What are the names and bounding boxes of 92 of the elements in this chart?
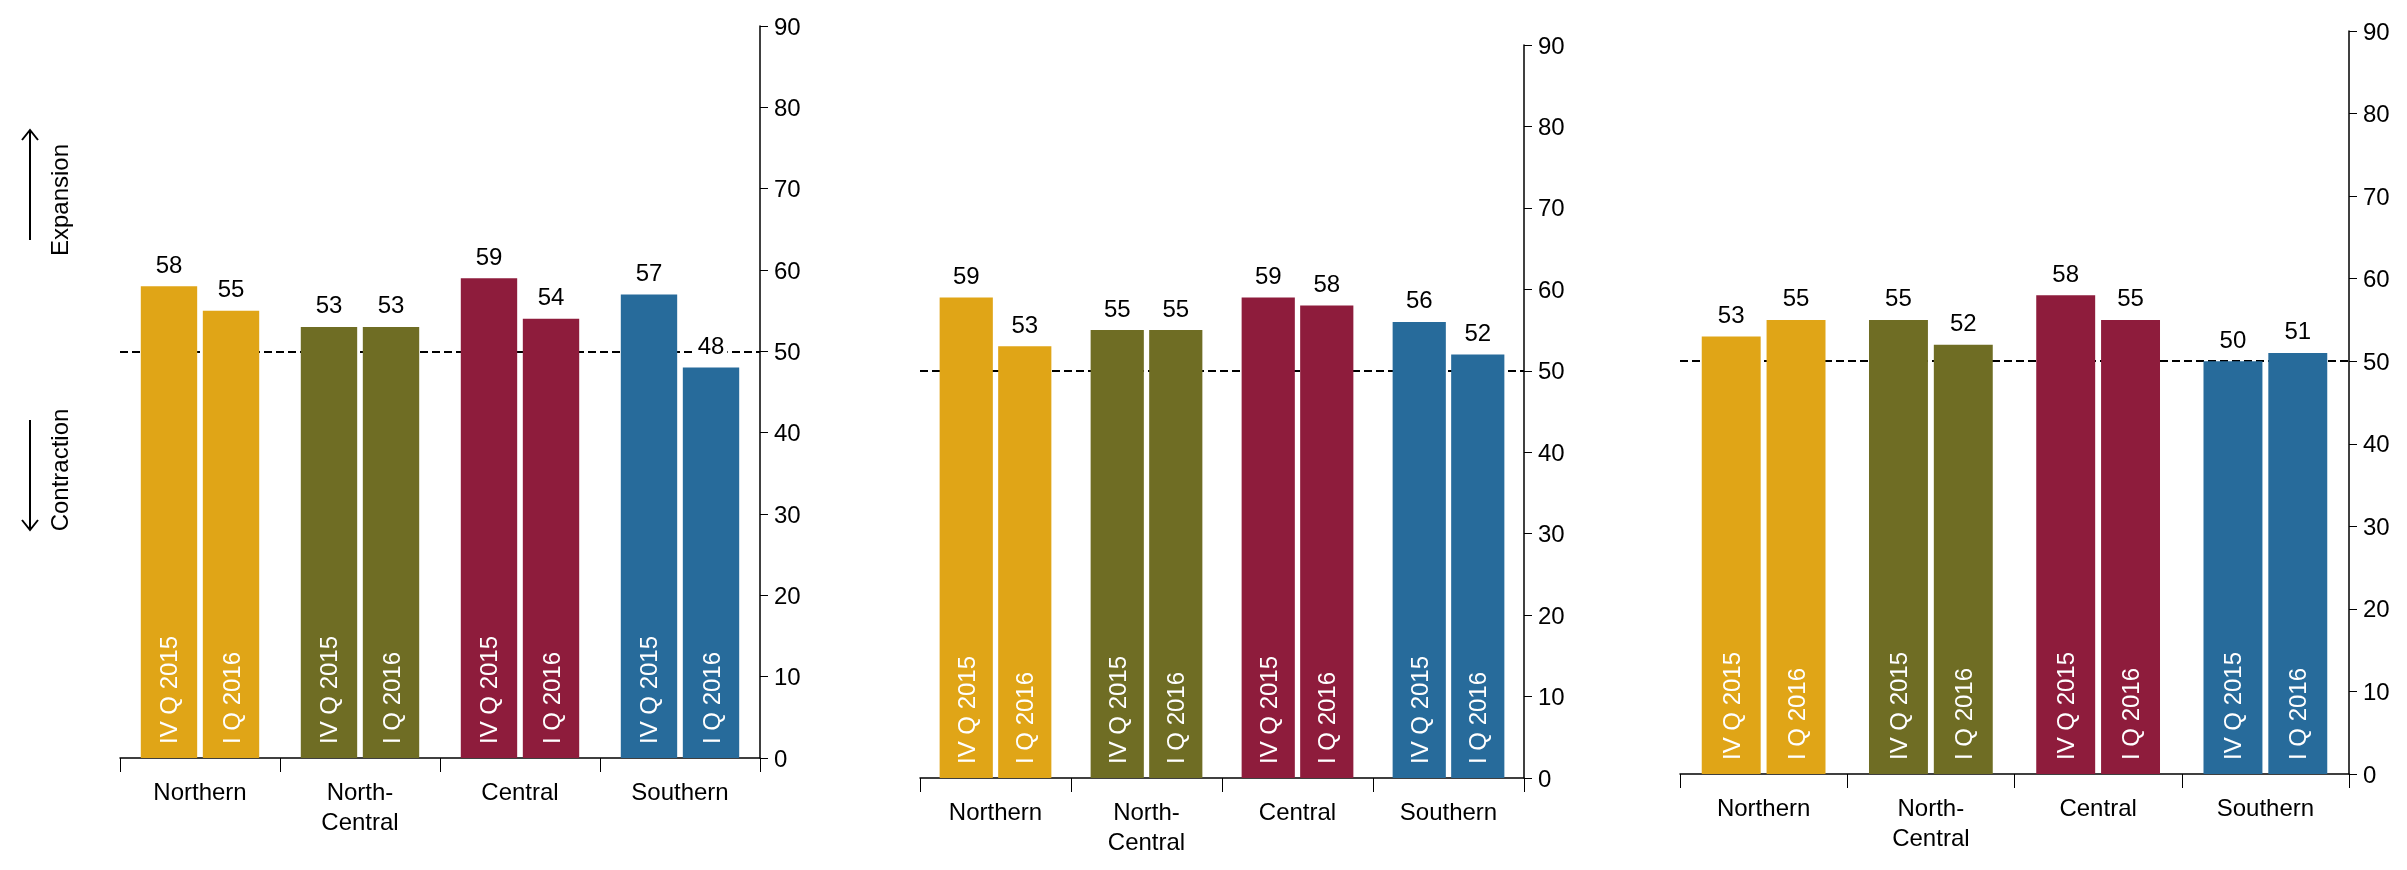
series-label: IV Q 2015: [155, 635, 183, 744]
data-label: 59: [952, 261, 980, 289]
data-label: 54: [537, 283, 565, 311]
y-tick-label: 0: [2363, 760, 2377, 788]
series-label: IV Q 2015: [1717, 651, 1745, 760]
y-tick-label: 70: [2363, 182, 2390, 210]
data-label: 53: [377, 291, 405, 319]
data-label: 59: [1254, 261, 1282, 289]
x-tick-label: Southern: [2216, 793, 2315, 821]
x-tick-label: Northern: [948, 797, 1043, 825]
x-tick-label: Central: [481, 777, 559, 805]
y-tick-label: 50: [1538, 357, 1565, 385]
y-tick-label: 0: [774, 744, 788, 772]
y-tick-label: 90: [2363, 17, 2390, 45]
text: I Q 2016: [1949, 667, 1977, 760]
data-label: 55: [1885, 284, 1912, 312]
y-tick-label: 30: [774, 500, 801, 528]
y-tick-label: 40: [774, 419, 801, 447]
y-tick-label: 80: [774, 93, 801, 121]
data-label: 58: [155, 250, 183, 278]
text: IV Q 2015: [315, 635, 343, 744]
data-label: 55: [2117, 284, 2144, 312]
series-label: I Q 2016: [217, 651, 245, 744]
data-label: 50: [2219, 325, 2247, 353]
x-tick-label: North- Central: [1107, 797, 1186, 855]
text: I Q 2016: [697, 651, 725, 744]
y-tick-label: 50: [2363, 347, 2390, 375]
series-label: I Q 2016: [1782, 667, 1810, 760]
text: I Q 2016: [1313, 671, 1341, 764]
text: I Q 2016: [2284, 667, 2312, 760]
x-tick-label: Southern: [1399, 797, 1498, 825]
data-label: 58: [2052, 259, 2080, 287]
x-tick-label: North- Central: [1892, 793, 1970, 851]
y-tick-label: 20: [2363, 595, 2390, 623]
series-label: IV Q 2015: [1103, 655, 1131, 764]
text: IV Q 2015: [952, 655, 980, 764]
x-tick-label: Central: [1258, 797, 1337, 825]
y-tick-label: 30: [2363, 512, 2390, 540]
text: IV Q 2015: [475, 635, 503, 744]
y-tick-label: 10: [2363, 677, 2390, 705]
text: Contraction: [45, 408, 74, 532]
data-label: 53: [1717, 300, 1745, 328]
data-label: 53: [315, 291, 343, 319]
text: IV Q 2015: [1884, 651, 1912, 760]
text: I Q 2016: [1464, 671, 1492, 764]
y-tick-label: 70: [774, 175, 801, 203]
y-tick-label: 40: [2363, 430, 2390, 458]
y-tick-label: 10: [774, 663, 801, 691]
data-label: 52: [1464, 318, 1492, 346]
x-tick-label: Southern: [631, 777, 729, 805]
y-tick-label: 90: [774, 12, 801, 40]
text: I Q 2016: [2117, 667, 2145, 760]
x-tick-label: Central: [2059, 793, 2137, 821]
y-tick-label: 50: [774, 337, 801, 365]
text: I Q 2016: [1162, 671, 1190, 764]
text: IV Q 2015: [635, 635, 663, 744]
y-tick-label: 90: [1538, 31, 1565, 59]
x-tick-label: North- Central: [321, 777, 399, 835]
y-tick-label: 80: [1538, 112, 1565, 140]
text: I Q 2016: [537, 651, 565, 744]
data-label: 51: [2284, 317, 2312, 345]
data-label: 57: [635, 258, 663, 286]
data-label: 59: [475, 242, 503, 270]
y-tick-label: 20: [774, 581, 801, 609]
y-tick-label: 80: [2363, 100, 2390, 128]
x-tick-label: Northern: [1716, 793, 1811, 821]
y-tick-label: 10: [1538, 683, 1565, 711]
x-tick-label: Northern: [153, 777, 247, 805]
y-tick-label: 60: [774, 256, 801, 284]
data-label: 53: [1011, 310, 1039, 338]
y-tick-label: 70: [1538, 194, 1565, 222]
data-label: 55: [1782, 284, 1810, 312]
data-label: 52: [1949, 309, 1977, 337]
y-tick-label: 60: [1538, 275, 1565, 303]
text: Expansion: [46, 143, 75, 257]
y-tick-label: 60: [2363, 265, 2390, 293]
y-tick-label: 40: [1538, 438, 1565, 466]
data-label: 58: [1313, 270, 1341, 298]
data-label: 55: [1162, 294, 1190, 322]
data-label: 56: [1405, 286, 1433, 314]
data-label: 55: [217, 275, 245, 303]
y-tick-label: 30: [1538, 520, 1565, 548]
y-tick-label: 0: [1538, 764, 1552, 792]
text: I Q 2016: [377, 651, 405, 744]
data-label: 48: [697, 332, 725, 360]
y-tick-label: 20: [1538, 601, 1565, 629]
data-label: 55: [1103, 294, 1131, 322]
series-label: I Q 2016: [1011, 671, 1039, 764]
text: IV Q 2015: [1405, 655, 1433, 764]
text: IV Q 2015: [2052, 651, 2080, 760]
text: IV Q 2015: [1254, 655, 1282, 764]
text: IV Q 2015: [2219, 651, 2247, 760]
